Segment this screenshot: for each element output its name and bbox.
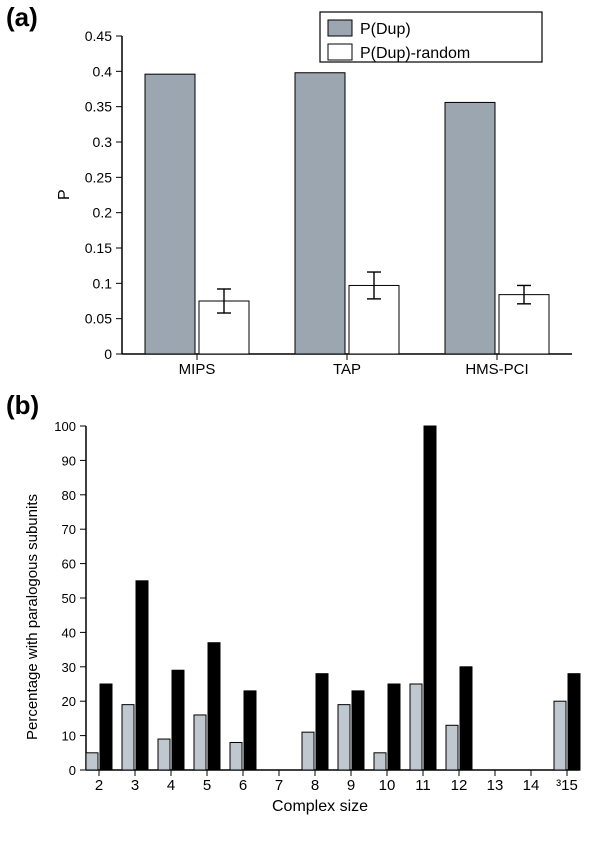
panel-b-ylabel: Percentage with paralogous subunits [24,494,41,740]
svg-text:8: 8 [311,777,319,794]
svg-text:11: 11 [415,777,431,794]
svg-text:2: 2 [95,777,103,794]
panel-b-chart: 0 10 20 30 40 50 60 70 80 90 100 2 3 4 5 6 7 8 9 10 11 12 13 14… [0,416,600,846]
svg-text:80: 80 [62,488,76,503]
svg-text:40: 40 [62,625,76,640]
svg-text:4: 4 [167,777,175,794]
svg-text:9: 9 [347,777,355,794]
svg-text:50: 50 [62,591,76,606]
panel-a-chart: 0 0.05 0.1 0.15 0.2 0.25 0.3 0.35 0.4 0.45 MIPS TAP… [0,0,600,420]
svg-text:HMS-PCI: HMS-PCI [465,361,528,378]
svg-text:6: 6 [239,777,247,794]
svg-text:MIPS: MIPS [179,361,216,378]
svg-text:3: 3 [131,777,139,794]
svg-text:10: 10 [379,777,396,794]
svg-text:5: 5 [203,777,211,794]
svg-text:0.25: 0.25 [85,169,112,185]
svg-text:7: 7 [275,777,283,794]
svg-text:60: 60 [62,557,76,572]
svg-text:TAP: TAP [333,361,361,378]
svg-text:0.3: 0.3 [93,134,113,150]
svg-text:0.4: 0.4 [93,63,113,79]
svg-text:20: 20 [62,694,76,709]
svg-text:0.15: 0.15 [85,240,112,256]
svg-text:0: 0 [69,763,76,778]
svg-text:0.45: 0.45 [85,28,112,44]
svg-text:0: 0 [104,346,112,362]
panel-b-xlabel: Complex size [272,798,368,816]
svg-text:0.2: 0.2 [93,205,113,221]
svg-text:0.35: 0.35 [85,99,112,115]
svg-text:³15: ³15 [556,777,578,794]
svg-text:13: 13 [487,777,504,794]
svg-text:0.1: 0.1 [93,275,113,291]
svg-text:12: 12 [451,777,468,794]
panel-a-ylabel: P [56,189,74,200]
svg-text:10: 10 [62,729,76,744]
svg-text:90: 90 [62,453,76,468]
svg-text:30: 30 [62,660,76,675]
svg-text:P(Dup): P(Dup) [360,21,411,38]
svg-text:100: 100 [54,419,76,434]
svg-text:P(Dup)-random: P(Dup)-random [360,45,470,62]
svg-text:0.05: 0.05 [85,311,112,327]
svg-text:14: 14 [523,777,540,794]
svg-text:70: 70 [62,522,76,537]
